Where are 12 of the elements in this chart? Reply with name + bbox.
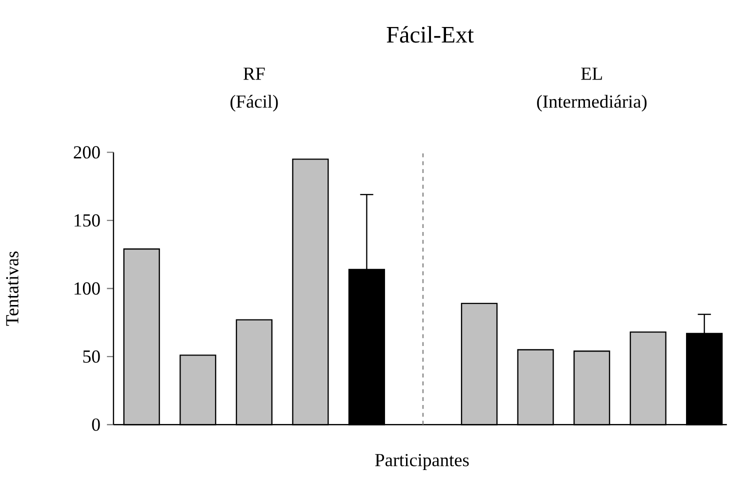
y-tick-label: 200 <box>74 146 100 159</box>
y-tick-label: 150 <box>74 214 100 227</box>
y-tick-label: 100 <box>74 282 100 295</box>
text: (Intermediária) <box>537 95 647 112</box>
text: RF <box>243 68 265 80</box>
x-axis-title: Participantes <box>375 454 469 470</box>
chart-title: Fácil-Ext <box>386 26 474 43</box>
text: (Fácil) <box>230 95 278 112</box>
y-tick-label: 50 <box>83 350 100 363</box>
y-tick-label: 0 <box>92 418 100 431</box>
text: EL <box>581 68 602 80</box>
y-axis-title: Tentativas <box>6 252 18 326</box>
